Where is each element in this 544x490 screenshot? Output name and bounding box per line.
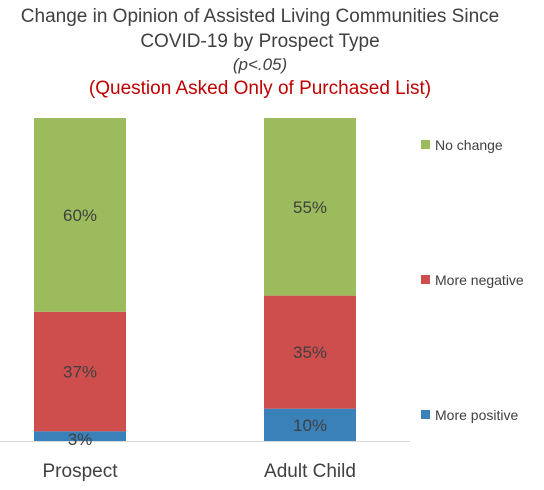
bar-segment-prospect-more-negative (34, 311, 126, 432)
data-label-prospect-no-change: 60% (63, 206, 97, 225)
bar-segment-adult-child-more-negative (264, 295, 356, 409)
legend-swatch-more-negative (421, 275, 430, 284)
data-label-adult-child-no-change: 55% (293, 198, 327, 217)
chart-title-line-1: Change in Opinion of Assisted Living Com… (20, 6, 500, 27)
chart-title-line-2: COVID-19 by Prospect Type (140, 31, 380, 52)
chart-note: (Question Asked Only of Purchased List) (88, 78, 432, 99)
legend-swatch-more-positive (421, 410, 430, 419)
chart-title-block: Change in Opinion of Assisted Living Com… (0, 4, 520, 102)
legend-swatch-no-change (421, 140, 430, 149)
data-label-adult-child-more-positive: 10% (293, 416, 327, 435)
data-label-prospect-more-positive: 3% (68, 430, 93, 449)
bar-segment-prospect-no-change (34, 118, 126, 312)
legend-label-more-positive: More positive (435, 407, 518, 423)
legend-label-more-negative: More negative (435, 272, 524, 288)
bar-segment-prospect-more-positive (34, 431, 126, 441)
data-label-prospect-more-negative: 37% (63, 363, 97, 382)
category-label-prospect: Prospect (43, 461, 119, 482)
bar-segment-adult-child-more-positive (264, 408, 356, 441)
chart-subtitle: (p<.05) (232, 55, 288, 74)
bar-segment-adult-child-no-change (264, 118, 356, 296)
data-label-adult-child-more-negative: 35% (293, 343, 327, 362)
category-label-adult-child: Adult Child (264, 461, 356, 482)
legend-label-no-change: No change (435, 137, 503, 153)
